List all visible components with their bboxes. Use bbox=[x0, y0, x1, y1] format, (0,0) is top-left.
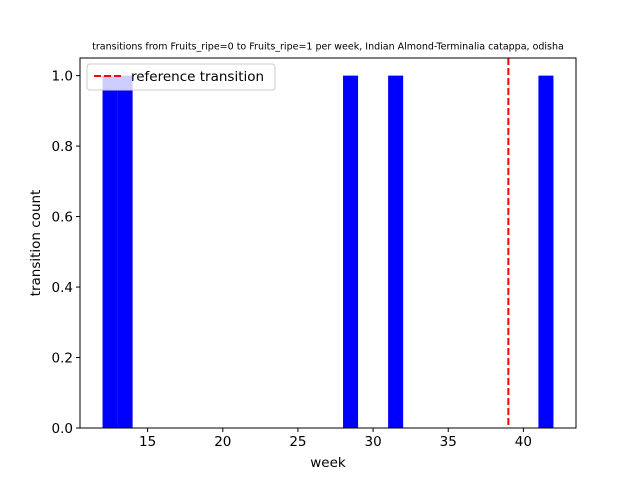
x-axis-label: week bbox=[310, 455, 346, 471]
x-tick-label: 30 bbox=[364, 434, 381, 450]
y-axis-label: transition count bbox=[28, 190, 44, 297]
x-tick-label: 20 bbox=[214, 434, 231, 450]
y-tick-label: 0.2 bbox=[52, 351, 73, 367]
axes-frame bbox=[79, 57, 577, 429]
legend-reference-label: reference transition bbox=[131, 69, 264, 85]
y-tick-label: 0.4 bbox=[52, 280, 73, 296]
bar-week-28 bbox=[343, 75, 359, 428]
bar-week-12 bbox=[102, 75, 118, 428]
bars-group bbox=[102, 75, 554, 428]
legend: reference transition bbox=[86, 63, 276, 91]
bar-week-41 bbox=[538, 75, 554, 428]
x-tick-label: 40 bbox=[515, 434, 532, 450]
y-tick-label: 1.0 bbox=[52, 69, 73, 85]
bar-week-13 bbox=[117, 75, 133, 428]
legend-box bbox=[86, 63, 276, 91]
bar-week-31 bbox=[388, 75, 404, 428]
chart-title: transitions from Fruits_ripe=0 to Fruits… bbox=[92, 42, 564, 53]
y-tick-label: 0.8 bbox=[52, 139, 73, 155]
x-tick-label: 25 bbox=[289, 434, 306, 450]
x-axis-ticks: 15 20 25 30 35 40 bbox=[139, 428, 532, 450]
y-axis-ticks: 0.0 0.2 0.4 0.6 0.8 1.0 bbox=[52, 69, 80, 437]
y-tick-label: 0.0 bbox=[52, 421, 73, 437]
x-tick-label: 35 bbox=[440, 434, 457, 450]
y-tick-label: 0.6 bbox=[52, 210, 73, 226]
x-tick-label: 15 bbox=[139, 434, 156, 450]
